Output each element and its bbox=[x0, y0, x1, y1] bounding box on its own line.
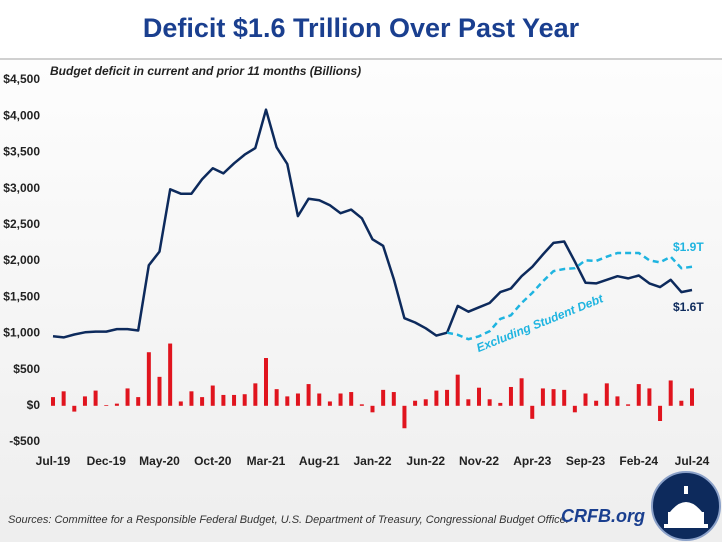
bar bbox=[178, 401, 183, 406]
bar bbox=[82, 396, 87, 406]
bar bbox=[402, 405, 407, 429]
bar bbox=[562, 389, 567, 406]
y-tick-label: $1,000 bbox=[3, 326, 40, 340]
bar bbox=[508, 386, 513, 406]
x-tick-label: Jun-22 bbox=[406, 454, 445, 468]
line bbox=[52, 108, 693, 339]
bar bbox=[487, 399, 492, 406]
bar bbox=[370, 405, 375, 413]
x-tick-label: Apr-23 bbox=[513, 454, 551, 468]
annotation: $1.6T bbox=[673, 300, 704, 314]
bar bbox=[210, 385, 215, 406]
bar bbox=[690, 388, 694, 406]
bar bbox=[295, 393, 300, 406]
logo bbox=[651, 471, 721, 541]
y-tick-label: $4,000 bbox=[3, 108, 40, 122]
source: Sources: Committee for a Responsible Fed… bbox=[8, 514, 569, 526]
bar bbox=[615, 396, 620, 406]
bar bbox=[626, 404, 631, 406]
x-tick-label: Oct-20 bbox=[194, 454, 232, 468]
bar bbox=[572, 405, 577, 413]
x-tick-label: May-20 bbox=[139, 454, 180, 468]
bar bbox=[338, 393, 343, 406]
subtitle: Budget deficit in current and prior 11 m… bbox=[50, 64, 361, 78]
bar bbox=[189, 391, 194, 406]
bar bbox=[349, 392, 354, 406]
bar bbox=[540, 388, 545, 406]
bar bbox=[455, 374, 460, 406]
x-tick-label: Jan-22 bbox=[353, 454, 391, 468]
bar bbox=[285, 396, 290, 406]
bar bbox=[242, 394, 247, 406]
bar bbox=[168, 343, 173, 406]
bar bbox=[146, 352, 151, 406]
bar bbox=[423, 399, 428, 406]
bar bbox=[221, 394, 226, 406]
x-tick-label: Jul-19 bbox=[36, 454, 71, 468]
bar bbox=[583, 393, 588, 406]
x-tick-label: Mar-21 bbox=[247, 454, 286, 468]
brand: CRFB.org bbox=[561, 506, 645, 526]
y-tick-label: $500 bbox=[13, 362, 40, 376]
bar bbox=[136, 397, 141, 406]
bar bbox=[253, 383, 258, 406]
bar bbox=[477, 387, 481, 406]
bar bbox=[264, 358, 268, 406]
bar bbox=[72, 405, 77, 412]
bar bbox=[61, 391, 66, 406]
bar bbox=[114, 403, 119, 406]
title-band bbox=[0, 0, 722, 58]
y-tick-label: $4,500 bbox=[3, 72, 40, 86]
bar bbox=[317, 393, 322, 406]
bar bbox=[157, 376, 162, 406]
bar bbox=[434, 390, 439, 406]
bar bbox=[498, 402, 503, 406]
bar bbox=[551, 389, 556, 406]
bar bbox=[647, 388, 652, 406]
x-tick-label: Sep-23 bbox=[566, 454, 606, 468]
bar bbox=[668, 380, 673, 406]
bar bbox=[125, 388, 130, 406]
annotation: $1.9T bbox=[673, 240, 704, 254]
bar bbox=[466, 399, 471, 406]
x-tick-label: Nov-22 bbox=[459, 454, 499, 468]
bar bbox=[530, 405, 535, 419]
y-tick-label: $2,500 bbox=[3, 217, 40, 231]
bar bbox=[274, 389, 279, 406]
chart-title: Deficit $1.6 Trillion Over Past Year bbox=[143, 13, 580, 43]
y-tick-label: $1,500 bbox=[3, 289, 40, 303]
bar bbox=[200, 397, 205, 406]
y-tick-label: $3,000 bbox=[3, 181, 40, 195]
x-tick-label: Jul-24 bbox=[675, 454, 710, 468]
x-tick-label: Dec-19 bbox=[87, 454, 127, 468]
bar bbox=[658, 405, 663, 422]
bar bbox=[445, 389, 450, 406]
bar bbox=[636, 384, 641, 406]
bar bbox=[594, 400, 599, 406]
bar bbox=[359, 404, 364, 406]
x-tick-label: Aug-21 bbox=[299, 454, 340, 468]
bar bbox=[327, 401, 332, 406]
bar bbox=[232, 394, 237, 406]
bar bbox=[306, 384, 311, 406]
x-tick-label: Feb-24 bbox=[619, 454, 658, 468]
bar bbox=[51, 397, 55, 406]
y-tick-label: $0 bbox=[27, 398, 41, 412]
y-tick-label: -$500 bbox=[9, 434, 40, 448]
y-tick-label: $2,000 bbox=[3, 253, 40, 267]
bar bbox=[604, 383, 609, 406]
bar bbox=[381, 389, 386, 406]
bar bbox=[679, 400, 684, 406]
bar bbox=[391, 392, 396, 406]
y-tick-label: $3,500 bbox=[3, 145, 40, 159]
bar bbox=[413, 400, 418, 406]
line bbox=[446, 251, 693, 341]
bar bbox=[93, 390, 98, 406]
bar bbox=[104, 405, 109, 406]
bar bbox=[519, 378, 524, 406]
